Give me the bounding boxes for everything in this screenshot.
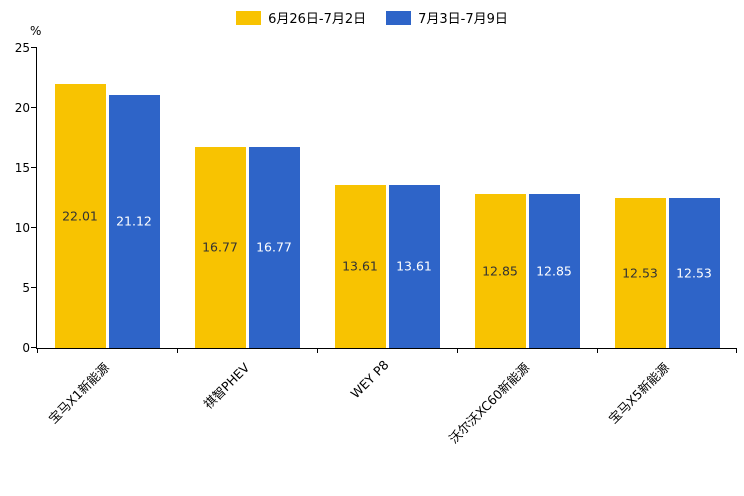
y-tick-label: 5 [22, 281, 30, 295]
bar: 21.12 [108, 94, 160, 348]
bar-value-label: 12.85 [482, 263, 518, 279]
x-axis-label-text: 宝马X1新能源 [45, 359, 113, 427]
y-tick-mark-icon [31, 47, 37, 48]
x-tick-mark-icon [177, 348, 178, 353]
bar-group: 22.01 21.12 [54, 83, 160, 348]
legend-label-series-1: 6月26日-7月2日 [268, 12, 367, 27]
bar: 12.85 [474, 193, 526, 348]
bar-value-label: 16.77 [256, 239, 292, 255]
bar-group: 16.77 16.77 [194, 146, 300, 348]
bar-value-label: 16.77 [202, 239, 238, 255]
legend-label-series-2: 7月3日-7月9日 [418, 12, 508, 27]
bar: 12.53 [668, 197, 720, 348]
bar: 12.85 [528, 193, 580, 348]
legend-swatch-series-1-icon [236, 10, 262, 25]
y-tick-mark-icon [31, 347, 37, 348]
bar-value-label: 13.61 [342, 258, 378, 274]
y-tick-label: 20 [14, 101, 30, 115]
bar-value-label: 22.01 [62, 208, 98, 224]
x-tick-mark-icon [317, 348, 318, 353]
bar: 22.01 [54, 83, 106, 348]
y-axis-tick-labels: 0 5 10 15 20 25 [0, 41, 30, 355]
bar-value-label: 12.53 [622, 265, 658, 281]
y-tick-label: 0 [22, 341, 30, 355]
bar: 13.61 [388, 184, 440, 348]
y-tick-mark-icon [31, 227, 37, 228]
x-axis-label-text: 沃尔沃XC60新能源 [445, 359, 533, 447]
y-tick-label: 25 [14, 41, 30, 55]
x-axis-label-text: 宝马X5新能源 [605, 359, 673, 427]
bar-value-label: 12.85 [536, 263, 572, 279]
bar: 13.61 [334, 184, 386, 348]
x-tick-mark-icon [597, 348, 598, 353]
legend-item-series-2[interactable]: 7月3日-7月9日 [386, 8, 508, 27]
legend: 6月26日-7月2日 7月3日-7月9日 [0, 8, 744, 27]
y-tick-label: 10 [14, 221, 30, 235]
legend-swatch-series-2-icon [386, 10, 412, 25]
bar: 16.77 [248, 146, 300, 348]
x-axis-labels: 宝马X1新能源 祺智PHEV WEY P8 沃尔沃XC60新能源 宝马X5新能源 [36, 353, 736, 488]
x-tick-mark-icon [37, 348, 38, 353]
y-tick-mark-icon [31, 167, 37, 168]
bar-group: 12.85 12.85 [474, 193, 580, 348]
bar-value-label: 21.12 [116, 213, 152, 229]
bar-value-label: 12.53 [676, 265, 712, 281]
x-tick-mark-icon [457, 348, 458, 353]
y-axis-unit-label: % [30, 24, 42, 38]
legend-item-series-1[interactable]: 6月26日-7月2日 [236, 8, 366, 27]
y-tick-mark-icon [31, 287, 37, 288]
bar-group: 12.53 12.53 [614, 197, 720, 348]
bar-value-label: 13.61 [396, 258, 432, 274]
plot-area: 22.01 21.12 16.77 16.77 13.61 13.61 12.85 12.85… [31, 47, 737, 353]
y-tick-mark-icon [31, 107, 37, 108]
x-axis-label-text: 祺智PHEV [200, 359, 253, 412]
y-tick-label: 15 [14, 161, 30, 175]
bar-group: 13.61 13.61 [334, 184, 440, 348]
bar: 12.53 [614, 197, 666, 348]
x-axis-label-text: WEY P8 [347, 357, 392, 402]
x-tick-mark-icon [736, 348, 737, 353]
bar: 16.77 [194, 146, 246, 348]
